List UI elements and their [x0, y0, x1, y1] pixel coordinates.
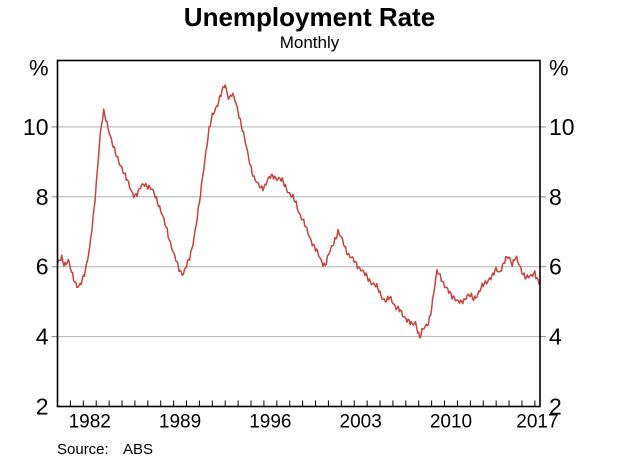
x-axis-label-2010: 2010 [430, 412, 472, 433]
source-label: Source: [57, 441, 109, 458]
y-axis-unit-right: % [549, 56, 569, 81]
y-axis-unit-left: % [29, 56, 49, 81]
y-axis-label-right-2: 2 [549, 394, 562, 420]
y-axis-label-right-10: 10 [549, 114, 575, 140]
x-axis-label-2017: 2017 [516, 412, 558, 433]
chart-subtitle: Monthly [279, 33, 340, 52]
x-axis-label-2003: 2003 [340, 412, 382, 433]
plot-border [56, 59, 541, 408]
y-axis-label-right-4: 4 [549, 324, 562, 350]
y-axis-label-left-6: 6 [36, 254, 49, 280]
source-note: Source: ABS [57, 441, 153, 458]
chart-title: Unemployment Rate [183, 2, 436, 32]
y-axis-label-right-6: 6 [549, 254, 562, 280]
x-axis-label-1982: 1982 [69, 412, 111, 433]
source-value: ABS [123, 441, 154, 458]
y-axis-label-right-8: 8 [549, 184, 562, 210]
y-axis-label-left-2: 2 [36, 394, 49, 420]
x-axis-label-1989: 1989 [159, 412, 201, 433]
y-axis-label-left-8: 8 [36, 184, 49, 210]
y-axis-label-left-4: 4 [36, 324, 49, 350]
x-axis-label-1996: 1996 [249, 412, 291, 433]
y-axis-label-left-10: 10 [23, 114, 49, 140]
unemployment-rate-line [57, 84, 540, 339]
